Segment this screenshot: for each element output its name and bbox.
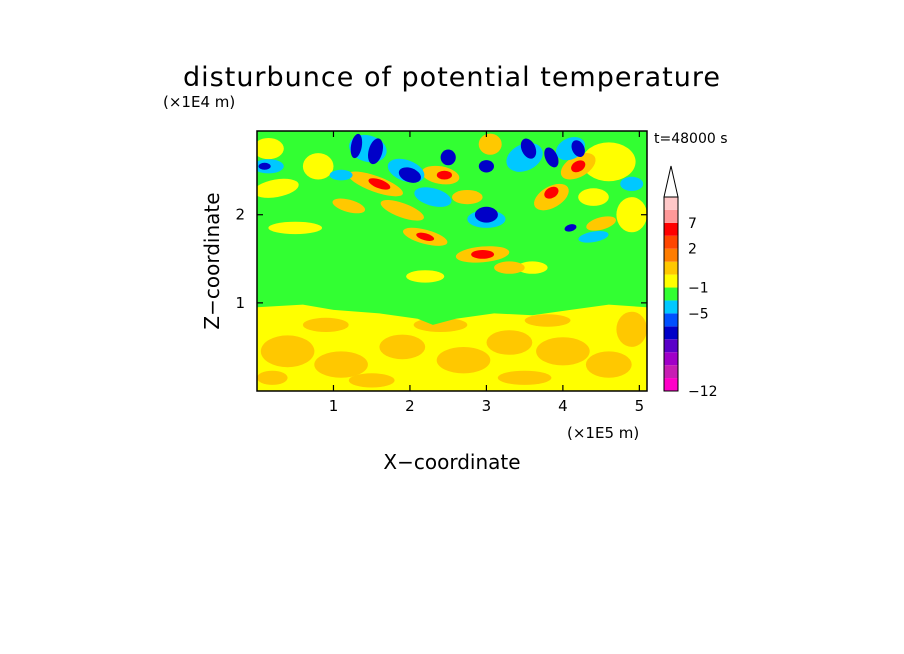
warm-lobe [332, 198, 366, 214]
x-scale-label: (×1E5 m) [567, 424, 639, 442]
colorbar-tick-label: 7 [688, 216, 697, 232]
cold-lobe [368, 138, 383, 165]
warm-patch [257, 370, 288, 385]
warm-wisp [616, 197, 647, 233]
colorbar-level [664, 222, 678, 236]
chart-title: disturbunce of potential temperature [183, 62, 721, 93]
warm-lobe [544, 186, 559, 199]
x-axis-label: X−coordinate [383, 450, 520, 474]
colorbar-level [664, 300, 678, 314]
cold-lobe [398, 167, 421, 183]
colorbar-level [664, 339, 678, 353]
warm-lobe [436, 170, 452, 180]
warm-patch [486, 330, 533, 355]
colorbar-level [664, 313, 678, 327]
warm-patch [585, 351, 632, 378]
colorbar-tick-label: −12 [688, 384, 718, 400]
y-scale-label: (×1E4 m) [163, 93, 235, 111]
cold-lobe [414, 187, 452, 207]
time-label: t=48000 s [654, 131, 728, 147]
colorbar-tick-label: −5 [688, 306, 709, 322]
colorbar-level [664, 352, 678, 366]
x-tick-label: 2 [405, 397, 415, 415]
y-tick-label: 1 [235, 294, 245, 312]
warm-lobe [471, 250, 495, 259]
cold-lobe [544, 147, 559, 168]
warm-patch [260, 335, 315, 368]
warm-patch [536, 337, 590, 366]
warm-wisp [406, 270, 445, 283]
colorbar-level [664, 365, 678, 379]
colorbar-level [664, 197, 678, 210]
colorbar-level [664, 326, 678, 340]
colorbar-level [664, 261, 678, 275]
x-tick-label: 4 [558, 397, 568, 415]
warm-lobe [494, 261, 525, 274]
warm-wisp [517, 261, 548, 274]
colorbar-tick-label: −1 [688, 281, 709, 297]
warm-lobe [368, 178, 391, 190]
cold-lobe [440, 149, 456, 166]
warm-wisp [578, 188, 609, 206]
colorbar-level [664, 248, 678, 262]
cold-lobe [258, 162, 271, 170]
warm-patch [497, 370, 552, 385]
warm-lobe [571, 160, 586, 173]
warm-patch [314, 351, 368, 378]
warm-lobe [452, 190, 483, 205]
colorbar-level [664, 287, 678, 301]
warm-wisp [582, 142, 636, 182]
warm-wisp [302, 153, 334, 180]
y-tick-label: 2 [235, 206, 245, 224]
cold-lobe [478, 160, 494, 173]
cold-lobe [564, 224, 577, 232]
x-axis: 1 2 3 4 5 [329, 131, 644, 415]
colorbar-level [664, 209, 678, 223]
y-axis: 12 [235, 206, 647, 312]
cold-lobe [350, 133, 363, 159]
x-tick-label: 3 [482, 397, 492, 415]
warm-lobe [416, 232, 435, 241]
warm-patch [524, 314, 571, 327]
plot-frame [256, 130, 648, 392]
warm-wisp [268, 221, 323, 235]
warm-wisp [257, 138, 284, 160]
cold-lobe [520, 138, 537, 159]
cold-lobe [571, 140, 585, 157]
warm-patch [379, 334, 426, 360]
warm-wisp [257, 178, 299, 198]
colorbar: 7 2 −1 −5 −12 [663, 165, 718, 400]
warm-lobe [586, 216, 616, 231]
x-tick-label: 1 [329, 397, 339, 415]
cold-lobe [620, 176, 644, 191]
warm-lobe [478, 133, 502, 155]
colorbar-level [664, 378, 678, 391]
colorbar-extend-arrow [663, 165, 679, 198]
warm-patch [302, 317, 349, 332]
colorbar-level [664, 235, 678, 249]
plot-area [257, 131, 647, 391]
warm-patch [436, 347, 491, 374]
y-axis-label: Z−coordinate [200, 192, 224, 329]
warm-lobe [380, 200, 424, 221]
warm-patch [616, 311, 647, 347]
contour-field [257, 131, 647, 388]
x-tick-label: 5 [635, 397, 645, 415]
cold-lobe [578, 230, 609, 243]
cold-lobe [329, 169, 353, 181]
warm-patch [348, 373, 395, 388]
cold-lobe [474, 206, 498, 223]
colorbar-level [664, 274, 678, 288]
colorbar-frame [663, 196, 679, 392]
colorbar-tick-label: 2 [688, 242, 697, 258]
